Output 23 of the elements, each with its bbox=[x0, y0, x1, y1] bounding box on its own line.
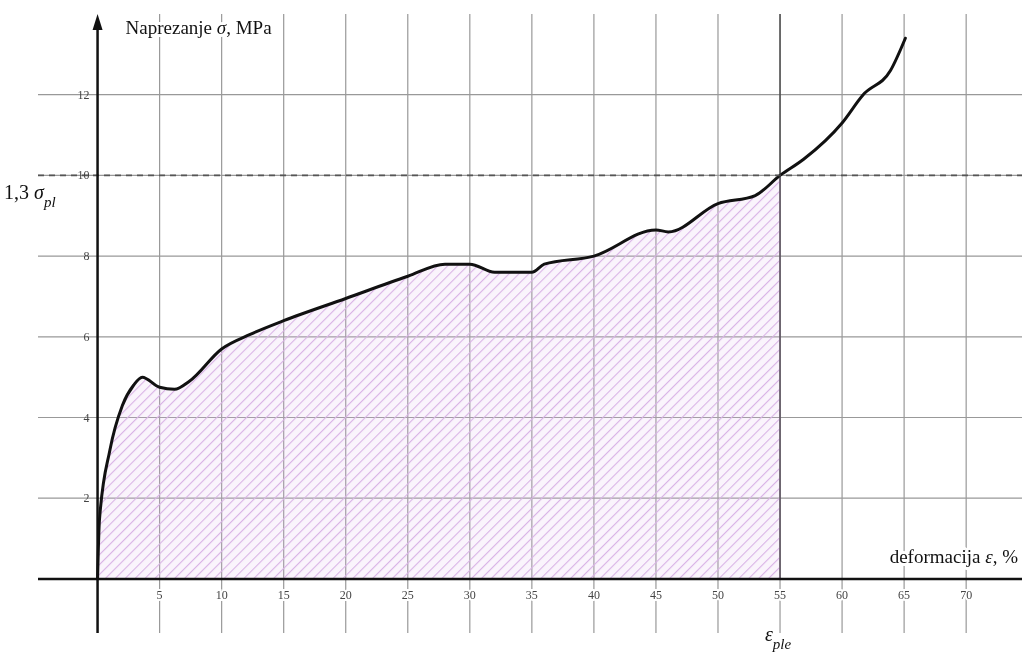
x-tick-label: 70 bbox=[960, 587, 973, 602]
y-tick-label: 8 bbox=[83, 249, 90, 264]
x-tick-label: 50 bbox=[711, 587, 724, 602]
y-tick-label: 2 bbox=[83, 491, 90, 506]
x-tick-label: 55 bbox=[774, 587, 787, 602]
y-tick-label: 12 bbox=[77, 87, 90, 102]
x-axis-title: deformacija ε, % bbox=[889, 545, 1019, 567]
x-tick-label: 30 bbox=[463, 587, 476, 602]
x-tick-label: 35 bbox=[525, 587, 538, 602]
y-tick-label: 6 bbox=[83, 329, 90, 344]
y-axis-title: Naprezanje σ, MPa bbox=[125, 17, 273, 38]
x-tick-label: 65 bbox=[898, 587, 911, 602]
x-tick-label: 15 bbox=[277, 587, 290, 602]
x-tick-label: 40 bbox=[587, 587, 600, 602]
x-tick-label: 10 bbox=[215, 587, 228, 602]
ref-line-label: 1,3 σ$_{pl}$ bbox=[4, 181, 56, 211]
x-tick-label: 20 bbox=[339, 587, 352, 602]
x-tick-label: 25 bbox=[401, 587, 414, 602]
ref-line-label: ε$_{ple}$ bbox=[764, 623, 792, 652]
x-tick-label: 45 bbox=[649, 587, 662, 602]
y-tick-label: 4 bbox=[83, 410, 90, 425]
x-tick-label: 60 bbox=[836, 587, 849, 602]
y-tick-label: 10 bbox=[77, 168, 90, 183]
